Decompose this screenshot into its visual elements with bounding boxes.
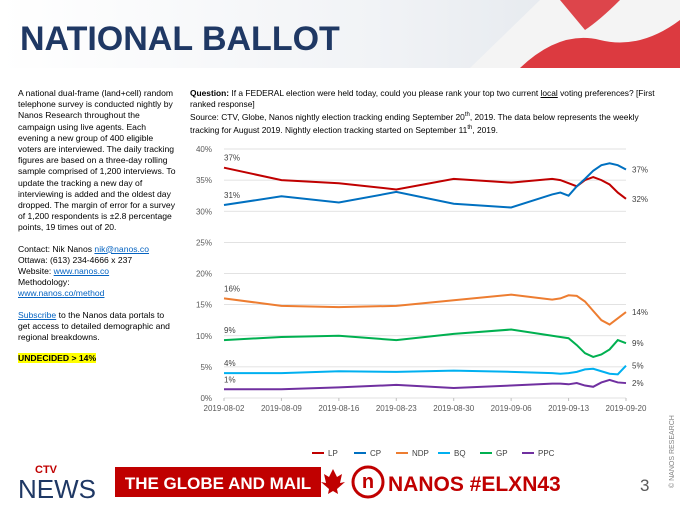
link[interactable]: www.nanos.co/method bbox=[18, 288, 105, 299]
series-line bbox=[224, 364, 627, 376]
x-tick-label: 2019-09-13 bbox=[548, 404, 589, 413]
copyright-text: © NANOS RESEARCH bbox=[668, 415, 676, 488]
globe-logo: THE GLOBE AND MAIL bbox=[125, 474, 311, 493]
x-tick-label: 2019-08-02 bbox=[204, 404, 245, 413]
x-tick-label: 2019-09-06 bbox=[491, 404, 532, 413]
y-tick-label: 20% bbox=[196, 270, 212, 279]
contact: Contact: Nik Nanos nik@nanos.co bbox=[18, 244, 176, 255]
y-tick-label: 10% bbox=[196, 332, 212, 341]
y-tick-label: 35% bbox=[196, 176, 212, 185]
data-label: 37% bbox=[632, 166, 648, 175]
data-label: 1% bbox=[224, 375, 236, 384]
methodology: Methodology: bbox=[18, 277, 70, 288]
legend-label: PPC bbox=[538, 449, 555, 458]
data-label: 32% bbox=[632, 195, 648, 204]
y-tick-label: 15% bbox=[196, 301, 212, 310]
globe-box bbox=[115, 467, 321, 497]
data-label: 14% bbox=[632, 308, 648, 317]
series-line bbox=[223, 166, 627, 200]
chart: 0% 5% 10% 15% 20% 25% 30% 35% 40% 2019-08-02 2019-… bbox=[196, 145, 648, 458]
legend-label: BQ bbox=[454, 449, 466, 458]
data-label: 16% bbox=[224, 284, 240, 293]
text: local bbox=[540, 88, 558, 98]
link[interactable]: nik@nanos.co bbox=[94, 243, 150, 254]
legend-label: NDP bbox=[412, 449, 429, 458]
sup: th bbox=[467, 124, 473, 131]
x-tick-label: 2019-09-20 bbox=[606, 404, 647, 413]
data-label: 9% bbox=[632, 339, 644, 348]
subscribe: Subscribe to the Nanos data portals to g… bbox=[18, 310, 176, 344]
text: voting preferences? [First ranked respon… bbox=[190, 88, 655, 109]
legend-label: CP bbox=[370, 449, 381, 458]
x-tick-label: 2019-08-23 bbox=[376, 404, 417, 413]
flag-red bbox=[520, 20, 680, 68]
page-number: 3 bbox=[640, 476, 649, 495]
legend-label: LP bbox=[328, 449, 338, 458]
series-line bbox=[223, 162, 627, 209]
x-tick-label: 2019-08-30 bbox=[433, 404, 474, 413]
text: If a FEDERAL election were held today, c… bbox=[229, 88, 541, 98]
flag-red bbox=[560, 0, 620, 30]
data-label: 5% bbox=[632, 362, 644, 371]
data-label: 9% bbox=[224, 326, 236, 335]
link[interactable]: Subscribe bbox=[18, 309, 57, 320]
data-label: 4% bbox=[224, 359, 236, 368]
maple-leaf bbox=[321, 469, 345, 494]
y-tick-label: 30% bbox=[196, 207, 212, 216]
text: , 2019. bbox=[472, 124, 498, 135]
label: Question: bbox=[190, 88, 230, 98]
y-tick-label: 0% bbox=[200, 394, 212, 403]
text: Website: bbox=[18, 266, 54, 277]
y-tick-label: 5% bbox=[200, 363, 212, 372]
copyright: © NANOS RESEARCH bbox=[668, 415, 676, 488]
title: NATIONAL BALLOT bbox=[20, 20, 340, 58]
news-logo: NEWS bbox=[18, 474, 96, 504]
y-tick-label: 40% bbox=[196, 145, 212, 154]
data-label: 2% bbox=[632, 379, 644, 388]
series-line bbox=[223, 328, 627, 358]
sup: th bbox=[464, 112, 470, 118]
y-tick-label: 25% bbox=[196, 238, 212, 247]
series-line bbox=[223, 293, 627, 326]
website: Website: www.nanos.co bbox=[18, 266, 176, 277]
nanos-circle bbox=[351, 465, 385, 499]
series-line bbox=[224, 378, 627, 391]
link[interactable]: www.nanos.co bbox=[53, 266, 110, 277]
text: Source: CTV, Globe, Nanos nightly electi… bbox=[190, 111, 465, 122]
nanos-logo: NANOS #ELXN43 bbox=[388, 473, 561, 496]
ctv-logo: CTV bbox=[35, 464, 58, 476]
phone: Ottawa: (613) 234-4666 x 237 bbox=[18, 254, 133, 265]
data-label: 31% bbox=[224, 191, 240, 200]
undecided: UNDECIDED > 14% bbox=[18, 353, 97, 364]
description: A national dual-frame (land+cell) random… bbox=[18, 88, 176, 233]
sidebar: A national dual-frame (land+cell) random… bbox=[18, 88, 176, 364]
data-label: 37% bbox=[224, 154, 240, 163]
text: Contact: Nik Nanos bbox=[18, 243, 95, 254]
text: , 2019. The data below represents the we… bbox=[190, 111, 639, 135]
legend-label: GP bbox=[496, 449, 508, 458]
footer: CTV NEWS THE GLOBE AND MAIL n NANOS #ELX… bbox=[18, 464, 649, 504]
x-tick-label: 2019-08-09 bbox=[261, 404, 302, 413]
nanos-letter: n bbox=[362, 471, 374, 493]
text: to the Nanos data portals to get access … bbox=[18, 309, 170, 343]
question: Question: If a FEDERAL election were hel… bbox=[190, 88, 668, 136]
x-tick-label: 2019-08-16 bbox=[318, 404, 359, 413]
